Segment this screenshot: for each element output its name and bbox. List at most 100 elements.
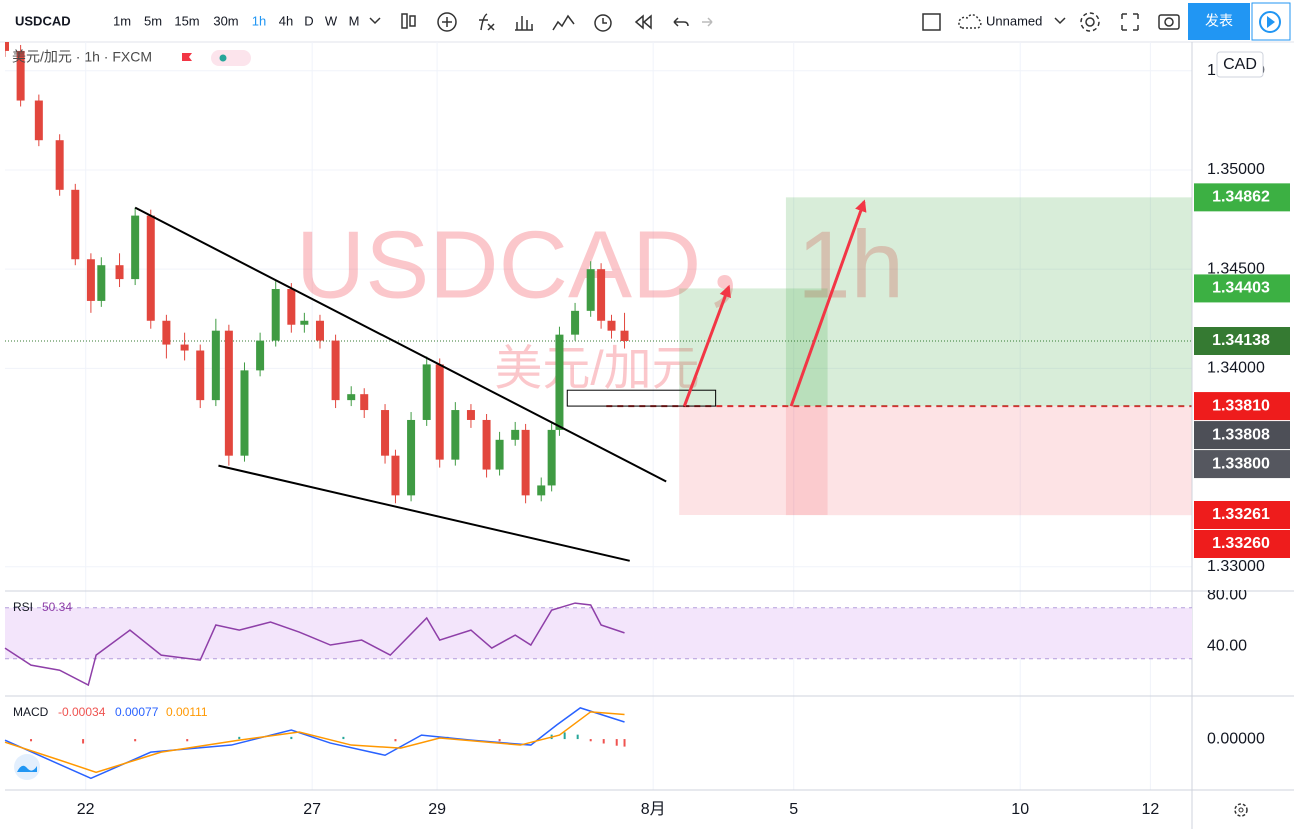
price-label: 1.33260 <box>1212 535 1270 552</box>
candle-body <box>240 370 249 456</box>
candle-body <box>5 42 9 51</box>
macd-histogram-bar <box>602 739 605 744</box>
interval-button[interactable]: 15m <box>174 13 199 28</box>
macd-line <box>4 707 625 780</box>
price-label: 1.34403 <box>1212 280 1270 297</box>
flag-icon <box>182 53 192 61</box>
candle-body <box>162 320 171 345</box>
candle-body <box>466 410 475 420</box>
fullscreen-button[interactable] <box>1121 13 1139 31</box>
replay-button[interactable] <box>634 14 652 30</box>
profit-zone <box>679 288 828 407</box>
macd-histogram-bar <box>342 736 345 740</box>
x-tick-label: 22 <box>77 801 95 818</box>
arrow <box>789 199 867 407</box>
watermark-subtitle: 美元/加元 <box>494 343 699 396</box>
price-axis-bg <box>1193 43 1294 590</box>
y-tick-label: 1.34000 <box>1207 360 1265 377</box>
y-tick-label: 1.35000 <box>1207 161 1265 178</box>
compare-button[interactable] <box>515 16 533 31</box>
macd-histogram-bar <box>589 739 592 742</box>
candle-body <box>71 189 80 260</box>
candle-body <box>571 310 580 335</box>
y-tick-label: 1.34500 <box>1207 260 1265 277</box>
macd-histogram-bar <box>498 739 501 742</box>
redo-button[interactable] <box>702 17 713 27</box>
signal-value: 0.00111 <box>166 705 208 719</box>
cloud-icon <box>958 14 982 29</box>
alert-button[interactable] <box>594 14 612 32</box>
select-layout-button[interactable] <box>922 13 941 31</box>
candle-body <box>451 410 460 460</box>
y-tick-label: 1.33000 <box>1207 558 1265 575</box>
rectangle-drawing <box>566 389 717 407</box>
x-tick-label: 10 <box>1011 801 1029 818</box>
macd-histogram-bar <box>238 736 241 740</box>
interval-button[interactable]: 1h <box>252 13 266 28</box>
price-label: 1.33261 <box>1212 506 1270 523</box>
chart-type-button[interactable] <box>401 13 416 29</box>
settings-button[interactable] <box>1080 12 1100 32</box>
undo-button[interactable] <box>673 17 689 27</box>
interval-button[interactable]: M <box>349 13 360 28</box>
interval-button[interactable]: 30m <box>213 13 238 28</box>
interval-button[interactable]: 1m <box>113 13 131 28</box>
candle-body <box>16 50 25 101</box>
interval-button[interactable]: W <box>325 13 338 28</box>
stream-icon <box>1259 11 1281 33</box>
macd-histogram-bar <box>394 739 397 742</box>
currency-label[interactable]: CAD <box>1223 56 1257 73</box>
x-tick-label: 27 <box>303 801 321 818</box>
candle-body <box>287 289 296 325</box>
loss-zone <box>785 406 1192 516</box>
rsi-tick-label: 40.00 <box>1207 637 1247 654</box>
candle-body <box>115 265 124 280</box>
currency-box[interactable] <box>1216 51 1264 78</box>
publish-button[interactable] <box>1188 3 1250 40</box>
tv-logo-mark <box>17 765 37 772</box>
macd-histogram-bar <box>615 739 618 746</box>
price-label-box <box>1194 530 1290 559</box>
candle-body <box>86 259 95 301</box>
layout-name[interactable]: Unnamed <box>986 13 1042 28</box>
templates-button[interactable] <box>552 14 575 31</box>
candle-body <box>381 410 390 456</box>
loss-zone <box>679 406 828 516</box>
macd-histogram-bar <box>82 739 85 744</box>
indicators-button[interactable] <box>437 12 457 32</box>
symbol-name[interactable]: USDCAD <box>15 13 71 28</box>
profit-zone <box>785 197 1192 407</box>
price-label-box <box>1194 183 1290 212</box>
interval-button[interactable]: D <box>304 13 313 28</box>
candle-body <box>391 455 400 496</box>
price-label-box <box>1194 421 1290 450</box>
symbol-dropdown[interactable] <box>369 17 381 25</box>
interval-button[interactable]: 4h <box>279 13 293 28</box>
x-tick-label: 8月 <box>641 801 666 818</box>
macd-histogram-bar <box>563 732 566 740</box>
candle-body <box>511 429 520 440</box>
x-tick-label: 12 <box>1141 801 1159 818</box>
screenshot-button[interactable] <box>1158 14 1180 30</box>
candle-body <box>224 330 233 456</box>
macd-histogram-bar <box>623 739 626 747</box>
candle-body <box>407 419 416 496</box>
trendline <box>134 206 667 483</box>
macd-tick-label: 0.00000 <box>1207 730 1265 747</box>
macd-histogram-bar <box>134 739 137 742</box>
candle-body <box>555 334 564 430</box>
candle-body <box>422 364 431 420</box>
layout-dropdown[interactable] <box>1054 17 1066 25</box>
rsi-line <box>4 602 625 687</box>
timezone-settings[interactable] <box>1234 803 1248 817</box>
fx-button[interactable] <box>479 13 495 31</box>
candle-body <box>271 289 280 341</box>
candle-body <box>97 265 106 301</box>
interval-button[interactable]: 5m <box>144 13 162 28</box>
macd-hist-value: -0.00034 <box>58 705 106 719</box>
chart-legend: 美元/加元 · 1h · FXCM <box>12 49 152 65</box>
candle-body <box>482 419 491 470</box>
publish-label[interactable]: 发表 <box>1205 13 1233 29</box>
